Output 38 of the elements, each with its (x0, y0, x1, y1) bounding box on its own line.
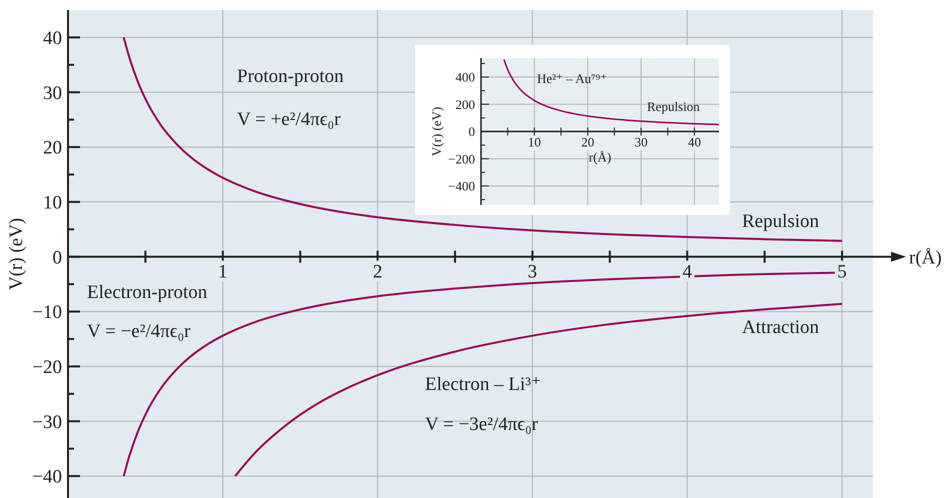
x-tick-label: 40 (688, 134, 701, 150)
annotation: Repulsion (647, 99, 700, 114)
annotation: Proton-proton (237, 66, 344, 87)
annotation: Repulsion (742, 211, 820, 232)
y-tick-label: 0 (468, 124, 475, 140)
y-tick-label: 200 (456, 96, 475, 112)
y-tick-label: −400 (448, 178, 475, 194)
annotation: Electron-proton (87, 282, 208, 303)
line-series (503, 58, 720, 126)
x-tick-label: 20 (581, 134, 594, 150)
x-tick-label: 10 (528, 134, 541, 150)
y-tick-label: −40 (32, 466, 62, 488)
x-tick-label: 3 (528, 262, 538, 283)
annotation: Electron – Li³⁺ (425, 374, 541, 395)
annotation: V = −3e²/4πϵ₀r (425, 414, 539, 435)
y-axis-title: V(r) (eV) (429, 106, 444, 156)
y-tick-label: 40 (43, 28, 62, 50)
y-tick-label: −20 (32, 357, 62, 378)
y-tick-label: −200 (448, 151, 475, 166)
x-axis-title: r(Å) (909, 247, 942, 268)
y-tick-label: 400 (456, 70, 475, 85)
annotation: V = −e²/4πϵ₀r (87, 321, 192, 342)
y-tick-label: 30 (43, 82, 62, 104)
x-axis-title: r(Å) (588, 150, 612, 164)
x-tick-label: 2 (372, 262, 382, 283)
y-tick-label: −10 (32, 302, 62, 324)
y-axis-title: V(r) (eV) (6, 218, 27, 290)
annotation: Attraction (742, 317, 820, 338)
line-series (122, 36, 844, 242)
y-tick-label: −30 (32, 412, 62, 433)
x-tick-label: 4 (682, 262, 692, 283)
x-tick-label: 30 (634, 134, 648, 150)
x-tick-label: 1 (218, 262, 228, 283)
y-tick-label: 0 (52, 247, 62, 268)
annotation: He²⁺ – Au⁷⁹⁺ (537, 71, 608, 86)
y-tick-label: 10 (43, 192, 62, 214)
annotation: V = +e²/4πϵ₀r (237, 109, 342, 130)
line-series (234, 302, 844, 478)
